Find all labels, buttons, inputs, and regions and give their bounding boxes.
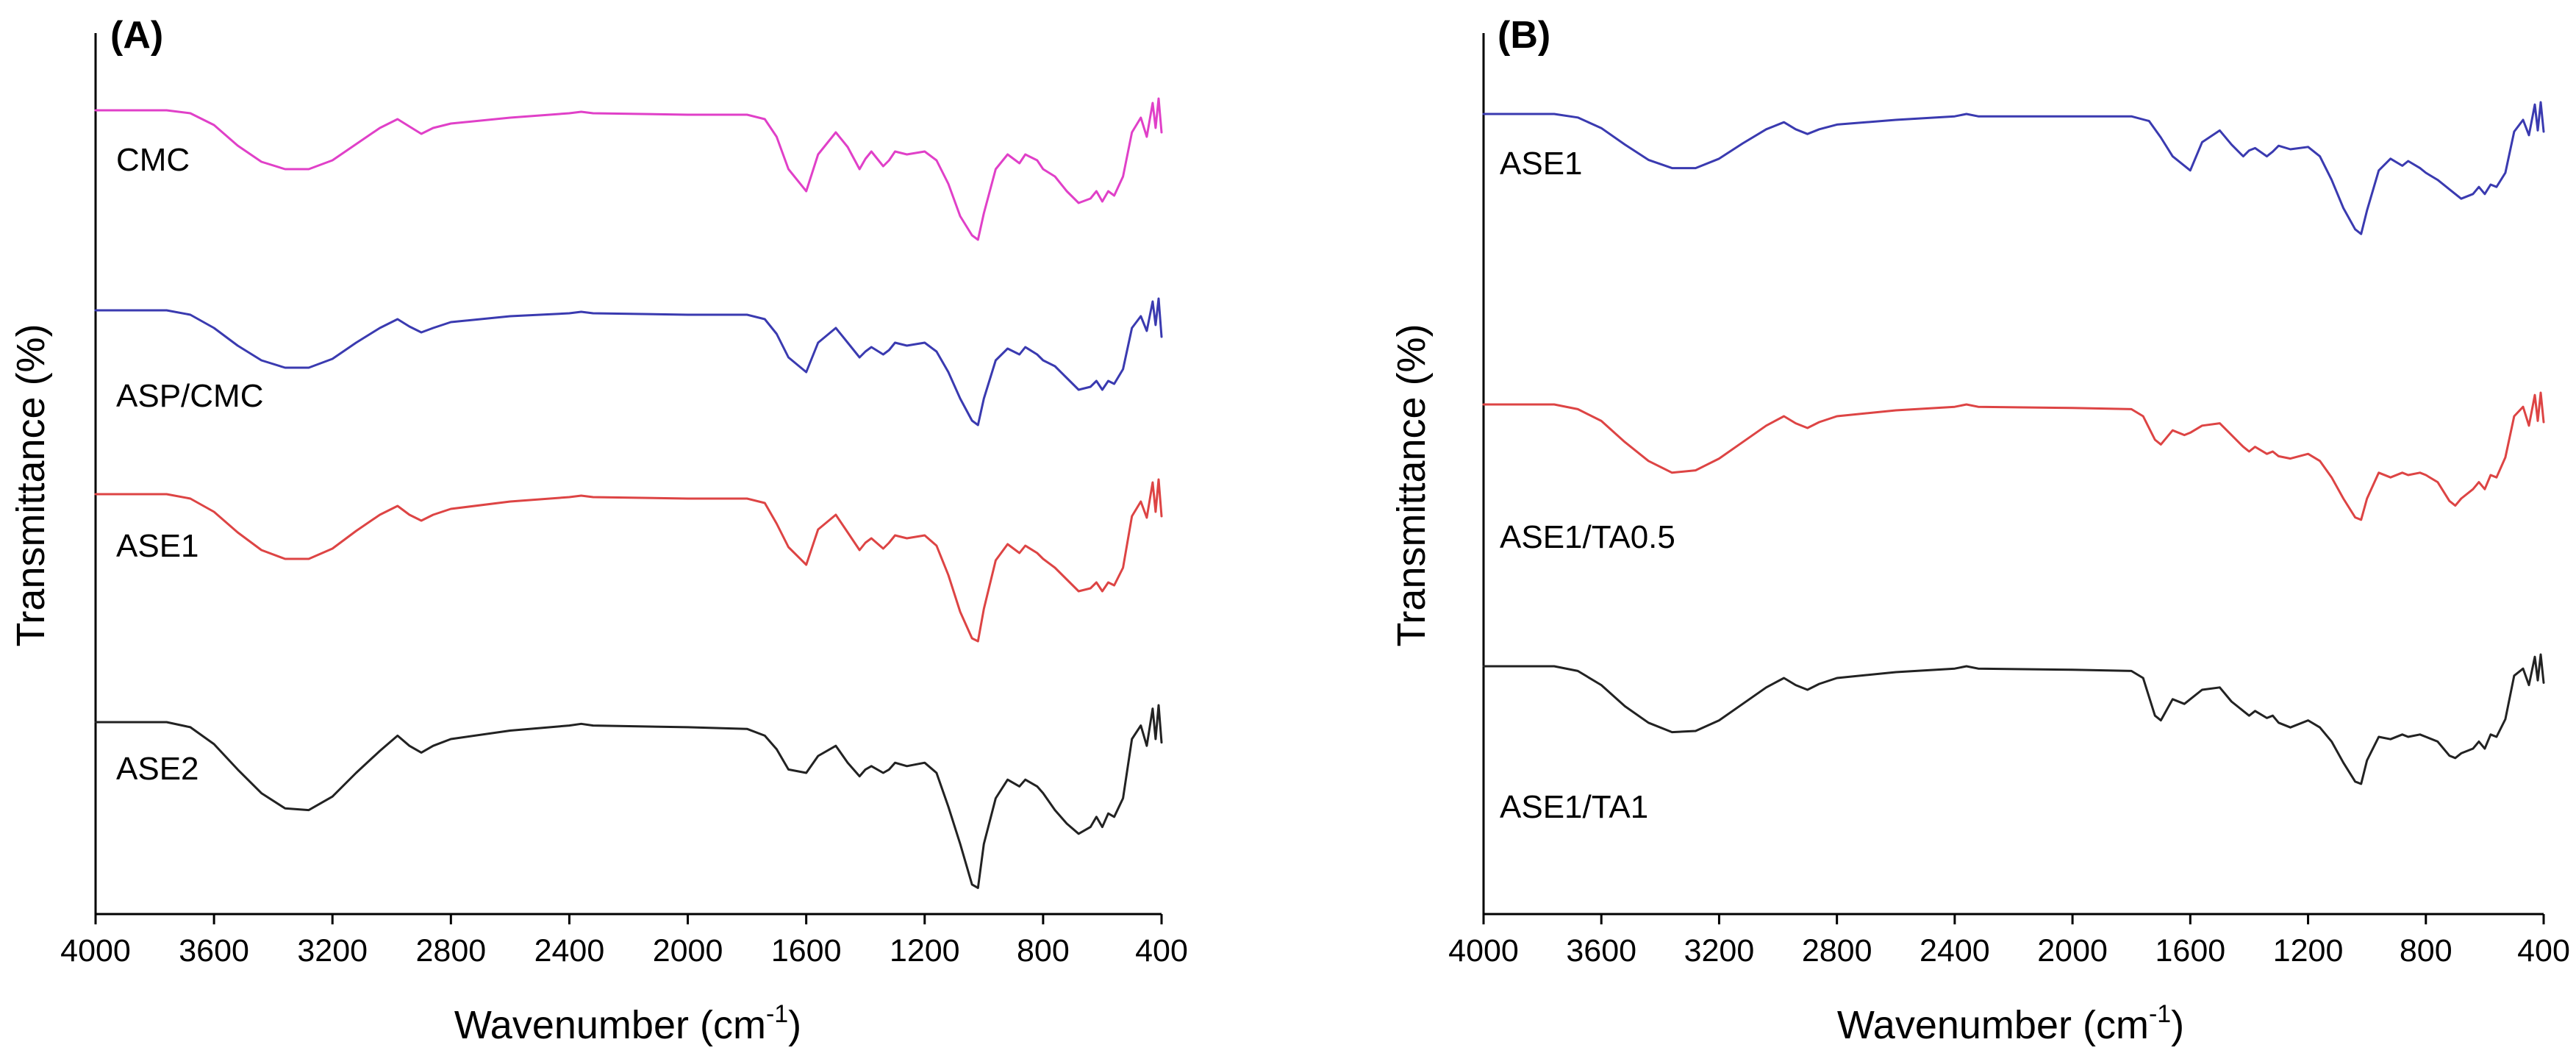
panel-a-x-axis-label: Wavenumber (cm-1) [454,1000,801,1047]
panel-a-x-tick-label: 400 [1135,933,1188,968]
panel-b-x-tick-label: 3600 [1566,933,1636,968]
panel-b-x-tick-label: 400 [2517,933,2570,968]
panel-b-series-label: ASE1/TA1 [1500,789,1648,825]
panel-a-x-tick-label: 1600 [771,933,842,968]
panel-a-x-tick-label: 1200 [890,933,960,968]
panel-a-x-tick-label: 2400 [534,933,605,968]
panel-b-series-label: ASE1 [1500,146,1583,182]
panel-a-series-label: ASP/CMC [116,378,263,414]
panel-b-x-tick-label: 2800 [1802,933,1872,968]
panel-a-x-tick-label: 4000 [60,933,131,968]
panel-a-series-line-ase1 [94,478,1163,643]
panel-a-x-tick-label: 800 [1017,933,1070,968]
panel-a-series-line-asp-cmc [94,297,1163,427]
panel-a-series-label: CMC [116,142,190,178]
panel-a: (A) Transmittance (%) Wavenumber (cm-1) … [9,14,1188,1047]
panel-a-series-line-cmc [94,97,1163,241]
panel-b-x-tick-label: 3200 [1684,933,1755,968]
panel-a-label: (A) [110,14,163,57]
panel-b-series-line-ase1-ta0-5 [1482,391,2545,521]
panel-b: (B) Transmittance (%) Wavenumber (cm-1) … [1389,14,2570,1047]
panel-b-label: (B) [1498,14,1550,57]
panel-a-series-label: ASE2 [116,751,199,787]
panel-b-series-line-ase1-ta1 [1482,653,2545,785]
panel-a-x-tick-label: 2000 [653,933,723,968]
panel-a-series-label: ASE1 [116,528,199,564]
panel-b-x-tick-label: 4000 [1448,933,1519,968]
panel-b-x-tick-label: 800 [2400,933,2452,968]
panel-b-x-tick-label: 2400 [1920,933,1990,968]
panel-b-y-axis-label: Transmittance (%) [1389,324,1434,646]
panel-b-x-tick-label: 2000 [2037,933,2108,968]
panel-b-series-line-ase1 [1482,101,2545,235]
panel-a-x-tick-label: 3200 [297,933,368,968]
panel-b-x-tick-label: 1600 [2155,933,2225,968]
panel-a-series-line-ase2 [94,704,1163,889]
panel-b-series-label: ASE1/TA0.5 [1500,519,1675,555]
panel-a-x-tick-label: 3600 [179,933,249,968]
panel-a-y-axis-label: Transmittance (%) [9,324,53,646]
panel-b-x-axis-label: Wavenumber (cm-1) [1837,1000,2184,1047]
panel-b-x-tick-label: 1200 [2273,933,2344,968]
panel-a-x-tick-label: 2800 [415,933,486,968]
